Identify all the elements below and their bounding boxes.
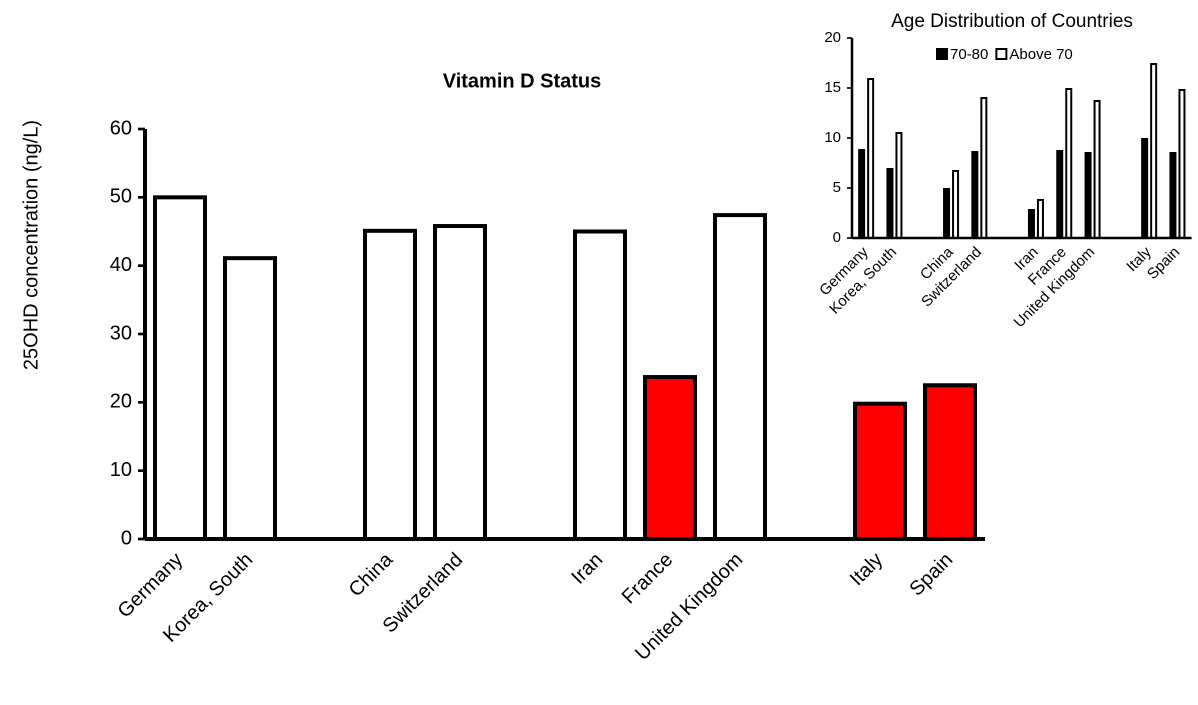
bar [153, 195, 207, 541]
bar [1036, 199, 1044, 239]
bar [867, 78, 875, 239]
bar [858, 149, 866, 239]
bar [853, 401, 907, 542]
bar [1169, 152, 1177, 239]
legend-label: 70-80 [950, 46, 988, 63]
bar [573, 229, 627, 541]
bar [223, 256, 277, 541]
bar [1178, 89, 1186, 239]
inset-title: Age Distribution of Countries [891, 11, 1133, 32]
bar [433, 224, 487, 542]
x-tick-label: China [345, 548, 398, 601]
bar [643, 375, 697, 541]
bar [1141, 138, 1149, 239]
y-tick-label: 10 [824, 129, 841, 146]
chart-title: Vitamin D Status [443, 70, 602, 92]
bar [895, 132, 903, 239]
x-tick-label: Spain [1144, 244, 1183, 283]
y-tick-label: 30 [110, 322, 132, 344]
y-tick-label: 50 [110, 186, 132, 208]
y-tick-label: 0 [833, 229, 841, 246]
legend-swatch [995, 48, 1008, 60]
x-tick-label: Iran [567, 549, 607, 589]
bar [363, 228, 417, 541]
bar [1065, 88, 1073, 239]
y-tick-label: 15 [824, 79, 841, 96]
bar [713, 213, 767, 541]
y-axis-label: 25OHD concentration (ng/L) [20, 120, 42, 370]
y-tick-label: 0 [121, 527, 132, 549]
y-tick-label: 20 [824, 29, 841, 46]
x-tick-label: Spain [906, 549, 958, 601]
bar [886, 168, 894, 239]
bar [1027, 209, 1035, 239]
bar [1093, 100, 1101, 239]
x-tick-label: France [618, 549, 678, 609]
x-tick-label: Germany [114, 549, 188, 623]
y-tick-label: 40 [110, 254, 132, 276]
y-tick-label: 60 [110, 117, 132, 139]
bar [1150, 63, 1158, 239]
y-tick-label: 5 [833, 179, 841, 196]
bar [952, 170, 960, 239]
legend-label: Above 70 [1009, 46, 1072, 63]
legend-swatch [936, 48, 948, 60]
bar [943, 188, 951, 239]
bar [980, 97, 988, 239]
bar [1056, 150, 1064, 239]
x-tick-label: Italy [846, 549, 887, 590]
bar [1084, 152, 1092, 239]
y-tick-label: 20 [110, 391, 132, 413]
bar [971, 151, 979, 239]
y-tick-label: 10 [110, 459, 132, 481]
bar [923, 383, 977, 541]
